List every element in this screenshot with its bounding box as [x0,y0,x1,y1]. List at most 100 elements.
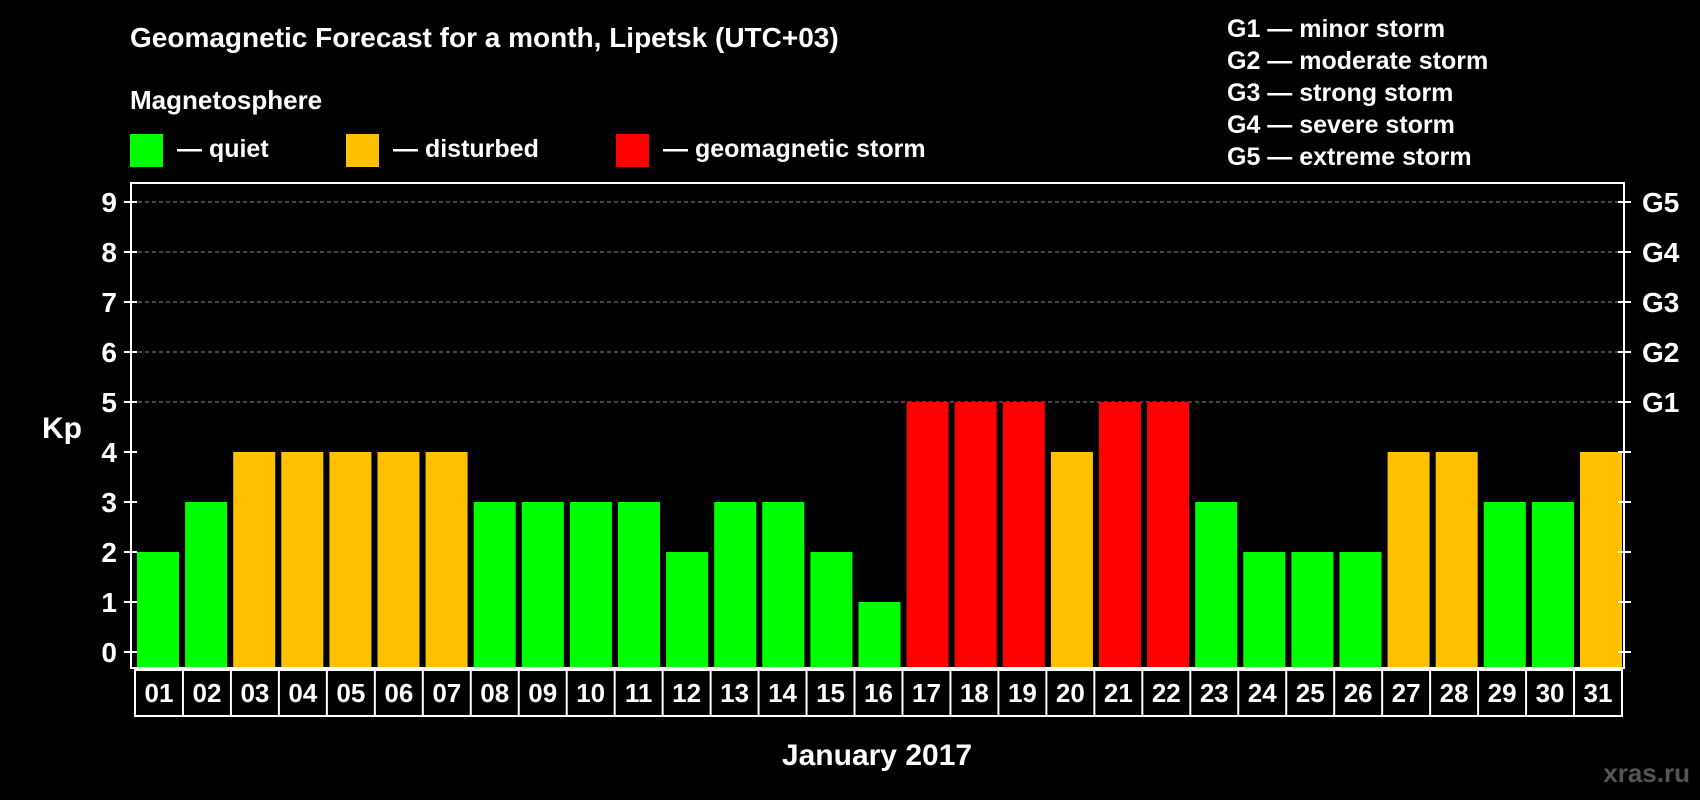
bar-04 [281,452,324,668]
x-axis-label: January 2017 [782,739,972,772]
watermark: xras.ru [1603,758,1690,788]
x-tick-label-05: 05 [336,678,365,708]
chart-title: Geomagnetic Forecast for a month, Lipets… [130,22,839,53]
x-tick-label-19: 19 [1008,678,1037,708]
bar-18 [954,402,997,668]
storm-scale-g4: G4 — severe storm [1227,111,1455,139]
x-tick-label-28: 28 [1440,678,1469,708]
bar-25 [1291,552,1334,668]
x-tick-label-10: 10 [576,678,605,708]
bar-11 [618,502,660,668]
bar-24 [1243,552,1286,668]
bar-21 [1099,402,1141,668]
x-tick-label-13: 13 [720,678,749,708]
bar-22 [1147,402,1190,668]
y-tick-label: 5 [101,387,117,418]
right-axis-label-g3: G3 [1642,287,1679,318]
x-tick-label-02: 02 [192,678,221,708]
x-tick-label-22: 22 [1152,678,1181,708]
bar-20 [1050,452,1093,668]
x-tick-label-17: 17 [912,678,941,708]
y-tick-label: 4 [101,437,117,468]
y-tick-label: 9 [101,187,117,218]
right-axis-ticks: G1 G2 G3 G4 G5 [1618,187,1680,653]
x-tick-label-29: 29 [1488,678,1517,708]
bar-05 [329,452,372,668]
y-tick-label: 0 [101,637,117,668]
bar-29 [1483,502,1526,668]
x-tick-label-20: 20 [1056,678,1085,708]
y-axis-label: Kp [42,412,82,445]
x-category-labels: 01 02 03 04 05 06 07 08 09 10 11 12 13 14 15 16 17 18 19 20… [134,669,1623,717]
bar-12 [666,552,709,668]
x-tick-label-16: 16 [864,678,893,708]
storm-scale-g5: G5 — extreme storm [1227,143,1472,171]
x-tick-label-24: 24 [1248,678,1277,708]
bar-30 [1531,502,1574,668]
x-tick-label-09: 09 [528,678,557,708]
y-tick-label: 7 [101,287,117,318]
bar-28 [1435,452,1478,668]
bar-27 [1387,452,1430,668]
x-tick-label-04: 04 [288,678,317,708]
x-tick-label-01: 01 [145,678,174,708]
bar-09 [521,502,564,668]
legend-swatch-storm [616,134,649,167]
y-tick-label: 1 [101,587,117,618]
bar-16 [858,602,901,668]
right-axis-label-g1: G1 [1642,387,1679,418]
bar-14 [762,502,805,668]
bar-19 [1002,402,1045,668]
plot-border [130,182,1625,669]
bars [137,402,1622,668]
bar-13 [714,502,757,668]
legend-swatch-disturbed [346,134,379,167]
right-axis-label-g2: G2 [1642,337,1679,368]
storm-scale-g2: G2 — moderate storm [1227,47,1488,75]
x-tick-label-07: 07 [432,678,461,708]
y-ticks: 0 1 2 3 4 5 6 7 8 9 [101,187,137,668]
bar-08 [473,502,516,668]
bar-23 [1195,502,1238,668]
bar-15 [810,552,853,668]
x-label-strip [134,669,1623,717]
grid-lines [131,201,1624,403]
x-tick-label-30: 30 [1536,678,1565,708]
legend-label-disturbed: — disturbed [393,135,539,163]
plot-frame [130,182,1625,669]
bar-26 [1339,552,1382,668]
right-axis-label-g4: G4 [1642,237,1680,268]
x-tick-label-06: 06 [384,678,413,708]
x-tick-label-25: 25 [1296,678,1325,708]
bar-06 [377,452,420,668]
x-tick-label-12: 12 [672,678,701,708]
storm-scale-g1: G1 — minor storm [1227,15,1445,43]
y-tick-label: 6 [101,337,117,368]
right-axis-label-g5: G5 [1642,187,1679,218]
storm-scale-g3: G3 — strong storm [1227,79,1453,107]
legend-label-quiet: — quiet [177,135,269,163]
x-tick-label-31: 31 [1584,678,1613,708]
legend-heading: Magnetosphere [130,85,322,115]
bar-03 [233,452,276,668]
x-tick-label-15: 15 [816,678,845,708]
y-tick-label: 8 [101,237,117,268]
y-tick-label: 3 [101,487,117,518]
legend: — quiet — disturbed — geomagnetic storm [130,134,926,167]
bar-10 [569,502,612,668]
x-tick-label-18: 18 [960,678,989,708]
x-tick-label-21: 21 [1104,678,1133,708]
legend-swatch-quiet [130,134,163,167]
storm-scale: G1 — minor storm G2 — moderate storm G3 … [1227,15,1488,171]
bar-17 [906,402,949,668]
legend-label-storm: — geomagnetic storm [663,135,926,163]
x-tick-label-08: 08 [480,678,509,708]
y-tick-label: 2 [101,537,117,568]
x-tick-label-03: 03 [240,678,269,708]
bar-01 [137,552,179,668]
x-tick-label-26: 26 [1344,678,1373,708]
x-tick-label-11: 11 [625,678,653,708]
bar-31 [1580,452,1622,668]
x-tick-label-27: 27 [1392,678,1421,708]
